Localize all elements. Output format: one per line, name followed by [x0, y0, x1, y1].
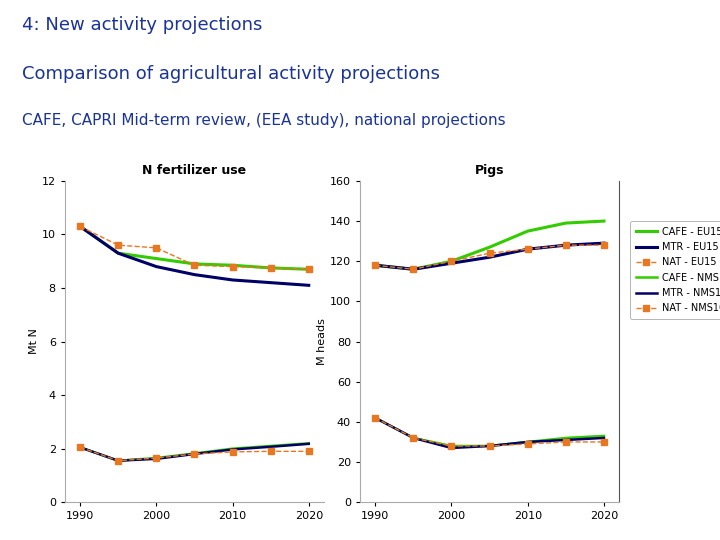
Title: N fertilizer use: N fertilizer use — [143, 164, 246, 177]
Text: Comparison of agricultural activity projections: Comparison of agricultural activity proj… — [22, 65, 440, 83]
Text: CAFE, CAPRI Mid-term review, (EEA study), national projections: CAFE, CAPRI Mid-term review, (EEA study)… — [22, 113, 505, 129]
Text: 4: New activity projections: 4: New activity projections — [22, 16, 262, 34]
Y-axis label: M heads: M heads — [317, 318, 327, 365]
Y-axis label: Mt N: Mt N — [29, 329, 39, 354]
Title: Pigs: Pigs — [475, 164, 504, 177]
Legend: CAFE - EU15, MTR - EU15, NAT - EU15, CAFE - NMS10, MTR - NMS10, NAT - NMS10: CAFE - EU15, MTR - EU15, NAT - EU15, CAF… — [630, 221, 720, 319]
